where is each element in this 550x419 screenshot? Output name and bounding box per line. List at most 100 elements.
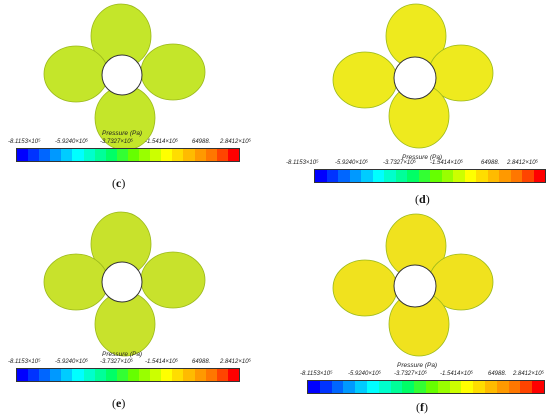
colorbar-swatch [227, 369, 239, 381]
colorbar-tick: 64988. [192, 359, 211, 365]
colorbar-tick: -5.9240×10⁵ [348, 371, 382, 377]
colorbar-swatch [183, 369, 195, 381]
propeller-blades [332, 213, 494, 357]
panel-c: Pressure (Pa) -8.1153×10⁵ -5.9240×10⁵ -3… [0, 0, 275, 209]
colorbar-tick: -5.9240×10⁵ [335, 160, 369, 166]
propeller-hub [101, 54, 143, 96]
colorbar-swatch [105, 369, 117, 381]
propeller-pressure-contour [332, 213, 494, 357]
colorbar-swatch [94, 149, 106, 161]
colorbar-tick: 2.8412×10⁵ [507, 160, 539, 166]
colorbar-swatch [205, 369, 217, 381]
colorbar-swatch [326, 170, 338, 182]
colorbar-swatch [61, 149, 73, 161]
colorbar-swatch [418, 170, 430, 182]
colorbar-swatch [172, 149, 184, 161]
colorbar-swatch [216, 149, 228, 161]
colorbar-swatch [50, 369, 62, 381]
colorbar-swatch [407, 170, 419, 182]
colorbar-tick: 2.8412×10⁵ [513, 371, 545, 377]
colorbar-swatch [127, 369, 140, 381]
colorbar-swatch [522, 170, 534, 182]
colorbar-swatch [366, 381, 379, 393]
colorbar-swatch [161, 149, 173, 161]
colorbar-swatch [28, 369, 40, 381]
colorbar-swatch [402, 381, 415, 393]
blade-left [332, 259, 398, 317]
colorbar-swatch [194, 149, 206, 161]
panel-label: (d) [415, 192, 430, 206]
colorbar-swatch [139, 149, 151, 161]
colorbar-swatch [17, 149, 29, 161]
colorbar-swatch [39, 149, 51, 161]
colorbar-tick: 2.8412×10⁵ [220, 359, 252, 365]
colorbar-swatch [194, 369, 206, 381]
colorbar-swatch [139, 369, 151, 381]
propeller-hub [101, 261, 143, 303]
colorbar-title: Pressure (Pa) [397, 362, 438, 369]
colorbar-swatch [355, 381, 367, 393]
colorbar-swatch [384, 170, 396, 182]
colorbar-swatch [28, 149, 40, 161]
colorbar-swatch [308, 381, 320, 393]
colorbar [314, 169, 546, 183]
propeller-pressure-contour [43, 3, 206, 151]
colorbar-swatch [161, 369, 173, 381]
colorbar-tick: -3.7327×10⁵ [383, 160, 417, 166]
colorbar-swatch [484, 381, 497, 393]
colorbar-tick: 64988. [488, 371, 507, 377]
colorbar-swatch [487, 170, 499, 182]
colorbar-tick: -8.1153×10⁵ [286, 160, 319, 166]
colorbar-swatch [449, 381, 462, 393]
colorbar-swatch [116, 369, 128, 381]
colorbar-swatch [331, 381, 344, 393]
colorbar-swatch [437, 381, 450, 393]
colorbar-tick: -3.7327×10⁵ [100, 359, 134, 365]
colorbar-tick: -5.9240×10⁵ [55, 139, 89, 145]
blade-right [140, 251, 206, 309]
blade-left [43, 45, 109, 103]
colorbar [16, 368, 240, 382]
panel-label: (e) [112, 396, 126, 410]
colorbar-swatch [72, 149, 84, 161]
colorbar-swatch [105, 149, 117, 161]
colorbar-swatch [94, 369, 106, 381]
propeller-pressure-contour [332, 3, 494, 149]
propeller-hub [393, 56, 437, 100]
colorbar-swatch [343, 381, 356, 393]
colorbar-swatch [216, 369, 228, 381]
colorbar-swatch [461, 381, 474, 393]
colorbar-swatch [414, 381, 426, 393]
colorbar-swatch [72, 369, 84, 381]
panel-label: (c) [112, 176, 126, 190]
colorbar-swatch [510, 170, 522, 182]
blade-right [140, 43, 206, 101]
colorbar-tick: -8.1153×10⁵ [300, 371, 333, 377]
colorbar-swatch [532, 381, 544, 393]
colorbar-tick: 64988. [481, 160, 500, 166]
panel-label: (f) [416, 400, 428, 414]
colorbar-title: Pressure (Pa) [102, 130, 143, 137]
colorbar-swatch [150, 149, 162, 161]
colorbar-swatch [425, 381, 438, 393]
colorbar-swatch [378, 381, 391, 393]
colorbar-tick: -5.9240×10⁵ [55, 359, 89, 365]
colorbar-tick: -3.7327×10⁵ [100, 139, 134, 145]
panel-e: Pressure (Pa) -8.1153×10⁵ -5.9240×10⁵ -3… [0, 209, 275, 418]
blade-left [43, 253, 109, 311]
panel-f: Pressure (Pa) -8.1153×10⁵ -5.9240×10⁵ -3… [275, 209, 550, 418]
colorbar-tick: -8.1153×10⁵ [8, 139, 41, 145]
colorbar-swatch [499, 170, 511, 182]
colorbar-swatch [453, 170, 465, 182]
colorbar-swatch [116, 149, 128, 161]
colorbar-swatch [127, 149, 140, 161]
colorbar-swatch [17, 369, 29, 381]
colorbar-swatch [464, 170, 476, 182]
colorbar-tick: -1.5414×10⁵ [440, 371, 474, 377]
colorbar-tick: -8.1153×10⁵ [8, 359, 41, 365]
propeller-hub [393, 264, 437, 308]
colorbar-swatch [205, 149, 217, 161]
colorbar-swatch [361, 170, 373, 182]
colorbar-swatch [172, 369, 184, 381]
colorbar-swatch [430, 170, 442, 182]
